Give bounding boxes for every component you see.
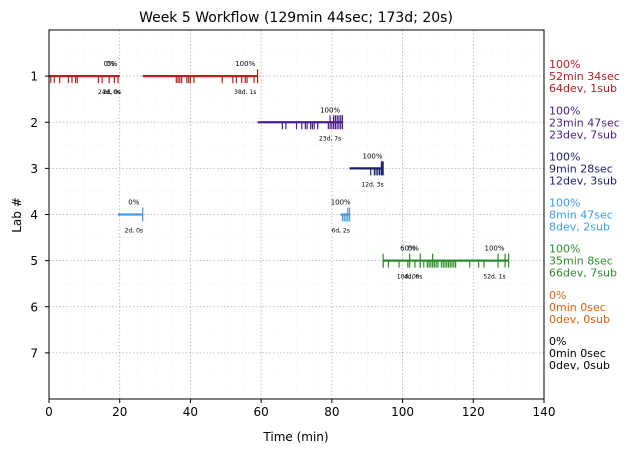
lab-2-pct-label: 100% (320, 106, 340, 114)
lab-3-summary-line: 12dev, 3sub (549, 174, 617, 187)
lab-1-summary-line: 64dev, 1sub (549, 82, 617, 95)
lab-2-count-label: 23d, 7s (319, 135, 341, 142)
x-tick-label: 0 (45, 405, 53, 419)
lab-7-summary-line: 0dev, 0sub (549, 359, 610, 372)
lab-5-pct-label: 0% (408, 245, 419, 253)
lab-5-summary-line: 66dev, 7sub (549, 267, 617, 280)
lab-5-summary-line: 100% (549, 243, 580, 256)
lab-1-count-label: 24d, 0s (98, 89, 120, 96)
x-tick-label: 120 (462, 405, 485, 419)
lab-3-pct-label: 100% (363, 152, 383, 160)
x-tick-label: 80 (324, 405, 339, 419)
lab-4-summary-line: 100% (549, 197, 580, 210)
axes: 0 20 40 60 80 100 120 140 1 2 3 4 5 6 7 (30, 70, 555, 419)
lab-1-summary-line: 52min 34sec (549, 70, 620, 83)
lab-1-summary-line: 100% (549, 58, 580, 71)
lab-1-pct-label: 0% (106, 60, 117, 68)
lab-5-count-label: 4d, 0s (404, 274, 422, 281)
lab-3-summary-line: 9min 28sec (549, 162, 613, 175)
lab-6-summary-line: 0% (549, 289, 566, 302)
lab-2-summary-line: 23min 47sec (549, 116, 620, 129)
lab-4-summary-line: 8min 47sec (549, 209, 613, 222)
y-tick-label: 7 (30, 346, 38, 360)
x-tick-label: 100 (391, 405, 414, 419)
lab-2-summary-line: 23dev, 7sub (549, 128, 617, 141)
y-tick-label: 1 (30, 70, 38, 84)
x-tick-label: 60 (254, 405, 269, 419)
lab-2-summary-line: 100% (549, 104, 580, 117)
lab-4-count-label: 6d, 2s (332, 228, 350, 235)
lab-6-summary-line: 0min 0sec (549, 301, 606, 314)
lab-3-count-label: 12d, 3s (361, 181, 383, 188)
lab-7-summary-line: 0% (549, 335, 566, 348)
x-tick-label: 40 (183, 405, 198, 419)
x-tick-label: 20 (112, 405, 127, 419)
lab-1-count-label: 2d, 0s (103, 89, 121, 96)
y-axis-label: Lab # (10, 197, 24, 233)
lab-1-count-label: 38d, 1s (234, 89, 256, 96)
y-tick-label: 5 (30, 254, 38, 268)
lab-5-pct-label: 60% (400, 245, 416, 253)
lab-7-summary-line: 0min 0sec (549, 347, 606, 360)
lab-5-count-label: 10d, 0s (397, 274, 419, 281)
event-ticks (50, 69, 510, 268)
lab-5-pct-label: 100% (484, 245, 504, 253)
y-tick-label: 6 (30, 300, 38, 314)
lab-3-summary-line: 100% (549, 150, 580, 163)
lab-1-pct-label: 100% (235, 60, 255, 68)
x-tick-label: 140 (533, 405, 556, 419)
lab-6-summary-line: 0dev, 0sub (549, 313, 610, 326)
x-axis-label: Time (min) (262, 430, 328, 444)
chart-title: Week 5 Workflow (129min 44sec; 173d; 20s… (139, 10, 453, 26)
lab-4-pct-label: 0% (128, 199, 139, 207)
lab-5-count-label: 52d, 1s (483, 274, 505, 281)
lab-4-pct-label: 100% (331, 199, 351, 207)
lab-4-summary-line: 8dev, 2sub (549, 221, 610, 234)
lab-4-count-label: 2d, 0s (125, 228, 143, 235)
lab-5-summary-line: 35min 8sec (549, 255, 613, 268)
y-tick-label: 3 (30, 162, 38, 176)
lab-1-pct-label: 0% (104, 60, 115, 68)
y-tick-label: 2 (30, 116, 38, 130)
annotations: 0% 24d, 0s 0% 2d, 0s 100% 38d, 1s 100% 23d, 7s 1… (98, 60, 506, 281)
y-tick-label: 4 (30, 208, 38, 222)
